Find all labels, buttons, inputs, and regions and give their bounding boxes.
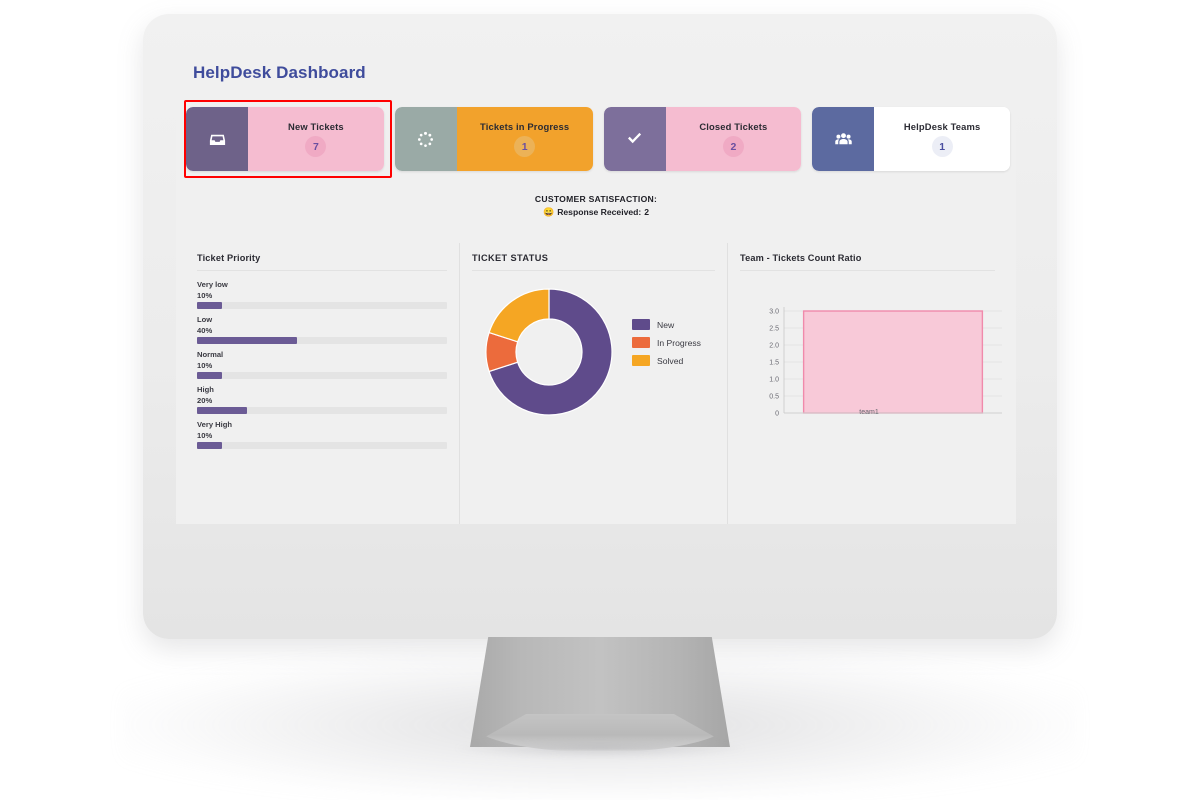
monitor-stand-highlight xyxy=(455,742,745,758)
kpi-count-badge: 1 xyxy=(514,136,536,157)
y-tick-label: 1.5 xyxy=(769,360,779,367)
dashboard-panels: Ticket Priority Very low 10% Low 40% xyxy=(185,243,1007,524)
priority-item: High 20% xyxy=(197,385,447,414)
kpi-label: Tickets in Progress xyxy=(480,121,570,132)
priority-bar-fill xyxy=(197,407,247,414)
kpi-icon-tile-helpdesk-teams xyxy=(812,107,875,171)
panel-divider xyxy=(197,270,447,271)
page-title: HelpDesk Dashboard xyxy=(193,63,366,82)
kpi-body-closed-tickets: Closed Tickets 2 xyxy=(665,107,802,171)
donut-slice-new[interactable] xyxy=(488,288,613,416)
kpi-label: Closed Tickets xyxy=(699,121,768,132)
priority-bar-track xyxy=(197,337,447,344)
kpi-card-row: New Tickets 7 Tickets in Progress 1 xyxy=(186,107,1010,171)
legend-item-solved: Solved xyxy=(632,355,701,366)
kpi-card-helpdesk-teams[interactable]: HelpDesk Teams 1 xyxy=(812,107,1010,171)
spinner-icon xyxy=(418,131,434,147)
priority-bar-fill xyxy=(197,337,297,344)
priority-bar-track xyxy=(197,442,447,449)
kpi-icon-tile-closed-tickets xyxy=(603,107,666,171)
smiley-face-icon: 😀 xyxy=(542,206,555,217)
panel-title-team-ratio: Team - Tickets Count Ratio xyxy=(740,253,862,263)
priority-value: 20% xyxy=(197,396,213,405)
bar-chart-x-tick-label: team1 xyxy=(859,409,879,416)
bar-team1[interactable] xyxy=(802,310,984,414)
bar-chart-series xyxy=(802,310,984,414)
kpi-card-tickets-in-progress[interactable]: Tickets in Progress 1 xyxy=(394,107,593,171)
satisfaction-title: CUSTOMER SATISFACTION: xyxy=(534,194,658,204)
kpi-count-badge: 1 xyxy=(931,136,953,157)
kpi-count-badge: 7 xyxy=(305,136,327,157)
legend-swatch-in-progress xyxy=(632,337,650,348)
priority-bar-track xyxy=(197,407,447,414)
priority-label: Very low xyxy=(197,280,228,289)
people-icon xyxy=(835,132,852,144)
priority-bar-fill xyxy=(197,442,222,449)
kpi-body-new-tickets: New Tickets 7 xyxy=(248,107,384,171)
priority-label: Low xyxy=(197,315,213,324)
y-tick-label: 0 xyxy=(775,411,779,418)
donut-slice-solved[interactable] xyxy=(488,288,550,343)
panel-divider xyxy=(472,270,715,271)
bar-chart-y-axis-ticks: 0 0.5 1.0 1.5 2.0 2.5 3.0 xyxy=(769,309,779,418)
check-icon xyxy=(628,132,642,143)
y-tick-label: 2.5 xyxy=(769,326,779,333)
priority-bar-track xyxy=(197,372,447,379)
satisfaction-response-value: 2 xyxy=(644,207,650,217)
kpi-card-new-tickets[interactable]: New Tickets 7 xyxy=(186,107,384,171)
panel-team-tickets-count-ratio: Team - Tickets Count Ratio 0 0.5 1.0 1.5 2.0… xyxy=(727,243,1007,524)
priority-bar-fill xyxy=(197,302,222,309)
priority-item: Very High 10% xyxy=(197,420,447,449)
customer-satisfaction-block: CUSTOMER SATISFACTION: 😀 Response Receiv… xyxy=(176,194,1016,217)
satisfaction-response-line: 😀 Response Received: 2 xyxy=(176,207,1016,217)
kpi-count-badge: 2 xyxy=(722,136,744,157)
priority-value: 40% xyxy=(197,326,213,335)
panel-divider xyxy=(740,270,995,271)
team-tickets-bar-chart: 0 0.5 1.0 1.5 2.0 2.5 3.0 xyxy=(769,307,1002,418)
y-tick-label: 2.0 xyxy=(769,343,779,350)
kpi-label: New Tickets xyxy=(288,121,344,132)
y-tick-label: 1.0 xyxy=(769,377,779,384)
priority-value: 10% xyxy=(197,431,213,440)
satisfaction-response-label: Response Received: xyxy=(557,207,642,217)
ticket-status-donut-chart xyxy=(485,288,613,416)
priority-label: Very High xyxy=(197,420,233,429)
priority-item: Normal 10% xyxy=(197,350,447,379)
inbox-icon xyxy=(209,134,225,145)
legend-label: In Progress xyxy=(657,337,701,348)
legend-item-in-progress: In Progress xyxy=(632,337,701,348)
panel-ticket-priority: Ticket Priority Very low 10% Low 40% xyxy=(185,243,459,524)
kpi-card-closed-tickets[interactable]: Closed Tickets 2 xyxy=(603,107,802,171)
priority-label: Normal xyxy=(197,350,224,359)
legend-label: Solved xyxy=(657,355,684,366)
donut-chart-wrapper xyxy=(474,277,634,437)
legend-swatch-new xyxy=(632,319,650,330)
donut-legend: New In Progress Solved xyxy=(632,319,701,373)
priority-label: High xyxy=(197,385,214,394)
priority-bar-fill xyxy=(197,372,222,379)
priority-value: 10% xyxy=(197,361,213,370)
panel-ticket-status: TICKET STATUS New In Progress xyxy=(459,243,727,524)
kpi-label: HelpDesk Teams xyxy=(903,121,981,132)
y-tick-label: 3.0 xyxy=(769,309,779,316)
kpi-body-tickets-in-progress: Tickets in Progress 1 xyxy=(456,107,593,171)
priority-item: Low 40% xyxy=(197,315,447,344)
priority-bar-track xyxy=(197,302,447,309)
legend-label: New xyxy=(657,319,675,330)
kpi-icon-tile-new-tickets xyxy=(186,107,248,171)
legend-swatch-solved xyxy=(632,355,650,366)
panel-title-ticket-priority: Ticket Priority xyxy=(197,253,261,263)
kpi-icon-tile-tickets-in-progress xyxy=(394,107,457,171)
priority-value: 10% xyxy=(197,291,213,300)
kpi-body-helpdesk-teams: HelpDesk Teams 1 xyxy=(874,107,1010,171)
priority-item: Very low 10% xyxy=(197,280,447,309)
dashboard-screen: HelpDesk Dashboard New Tickets 7 xyxy=(176,47,1016,524)
y-tick-label: 0.5 xyxy=(769,394,779,401)
panel-title-ticket-status: TICKET STATUS xyxy=(472,253,549,263)
legend-item-new: New xyxy=(632,319,701,330)
priority-bar-list: Very low 10% Low 40% Nor xyxy=(197,280,447,449)
